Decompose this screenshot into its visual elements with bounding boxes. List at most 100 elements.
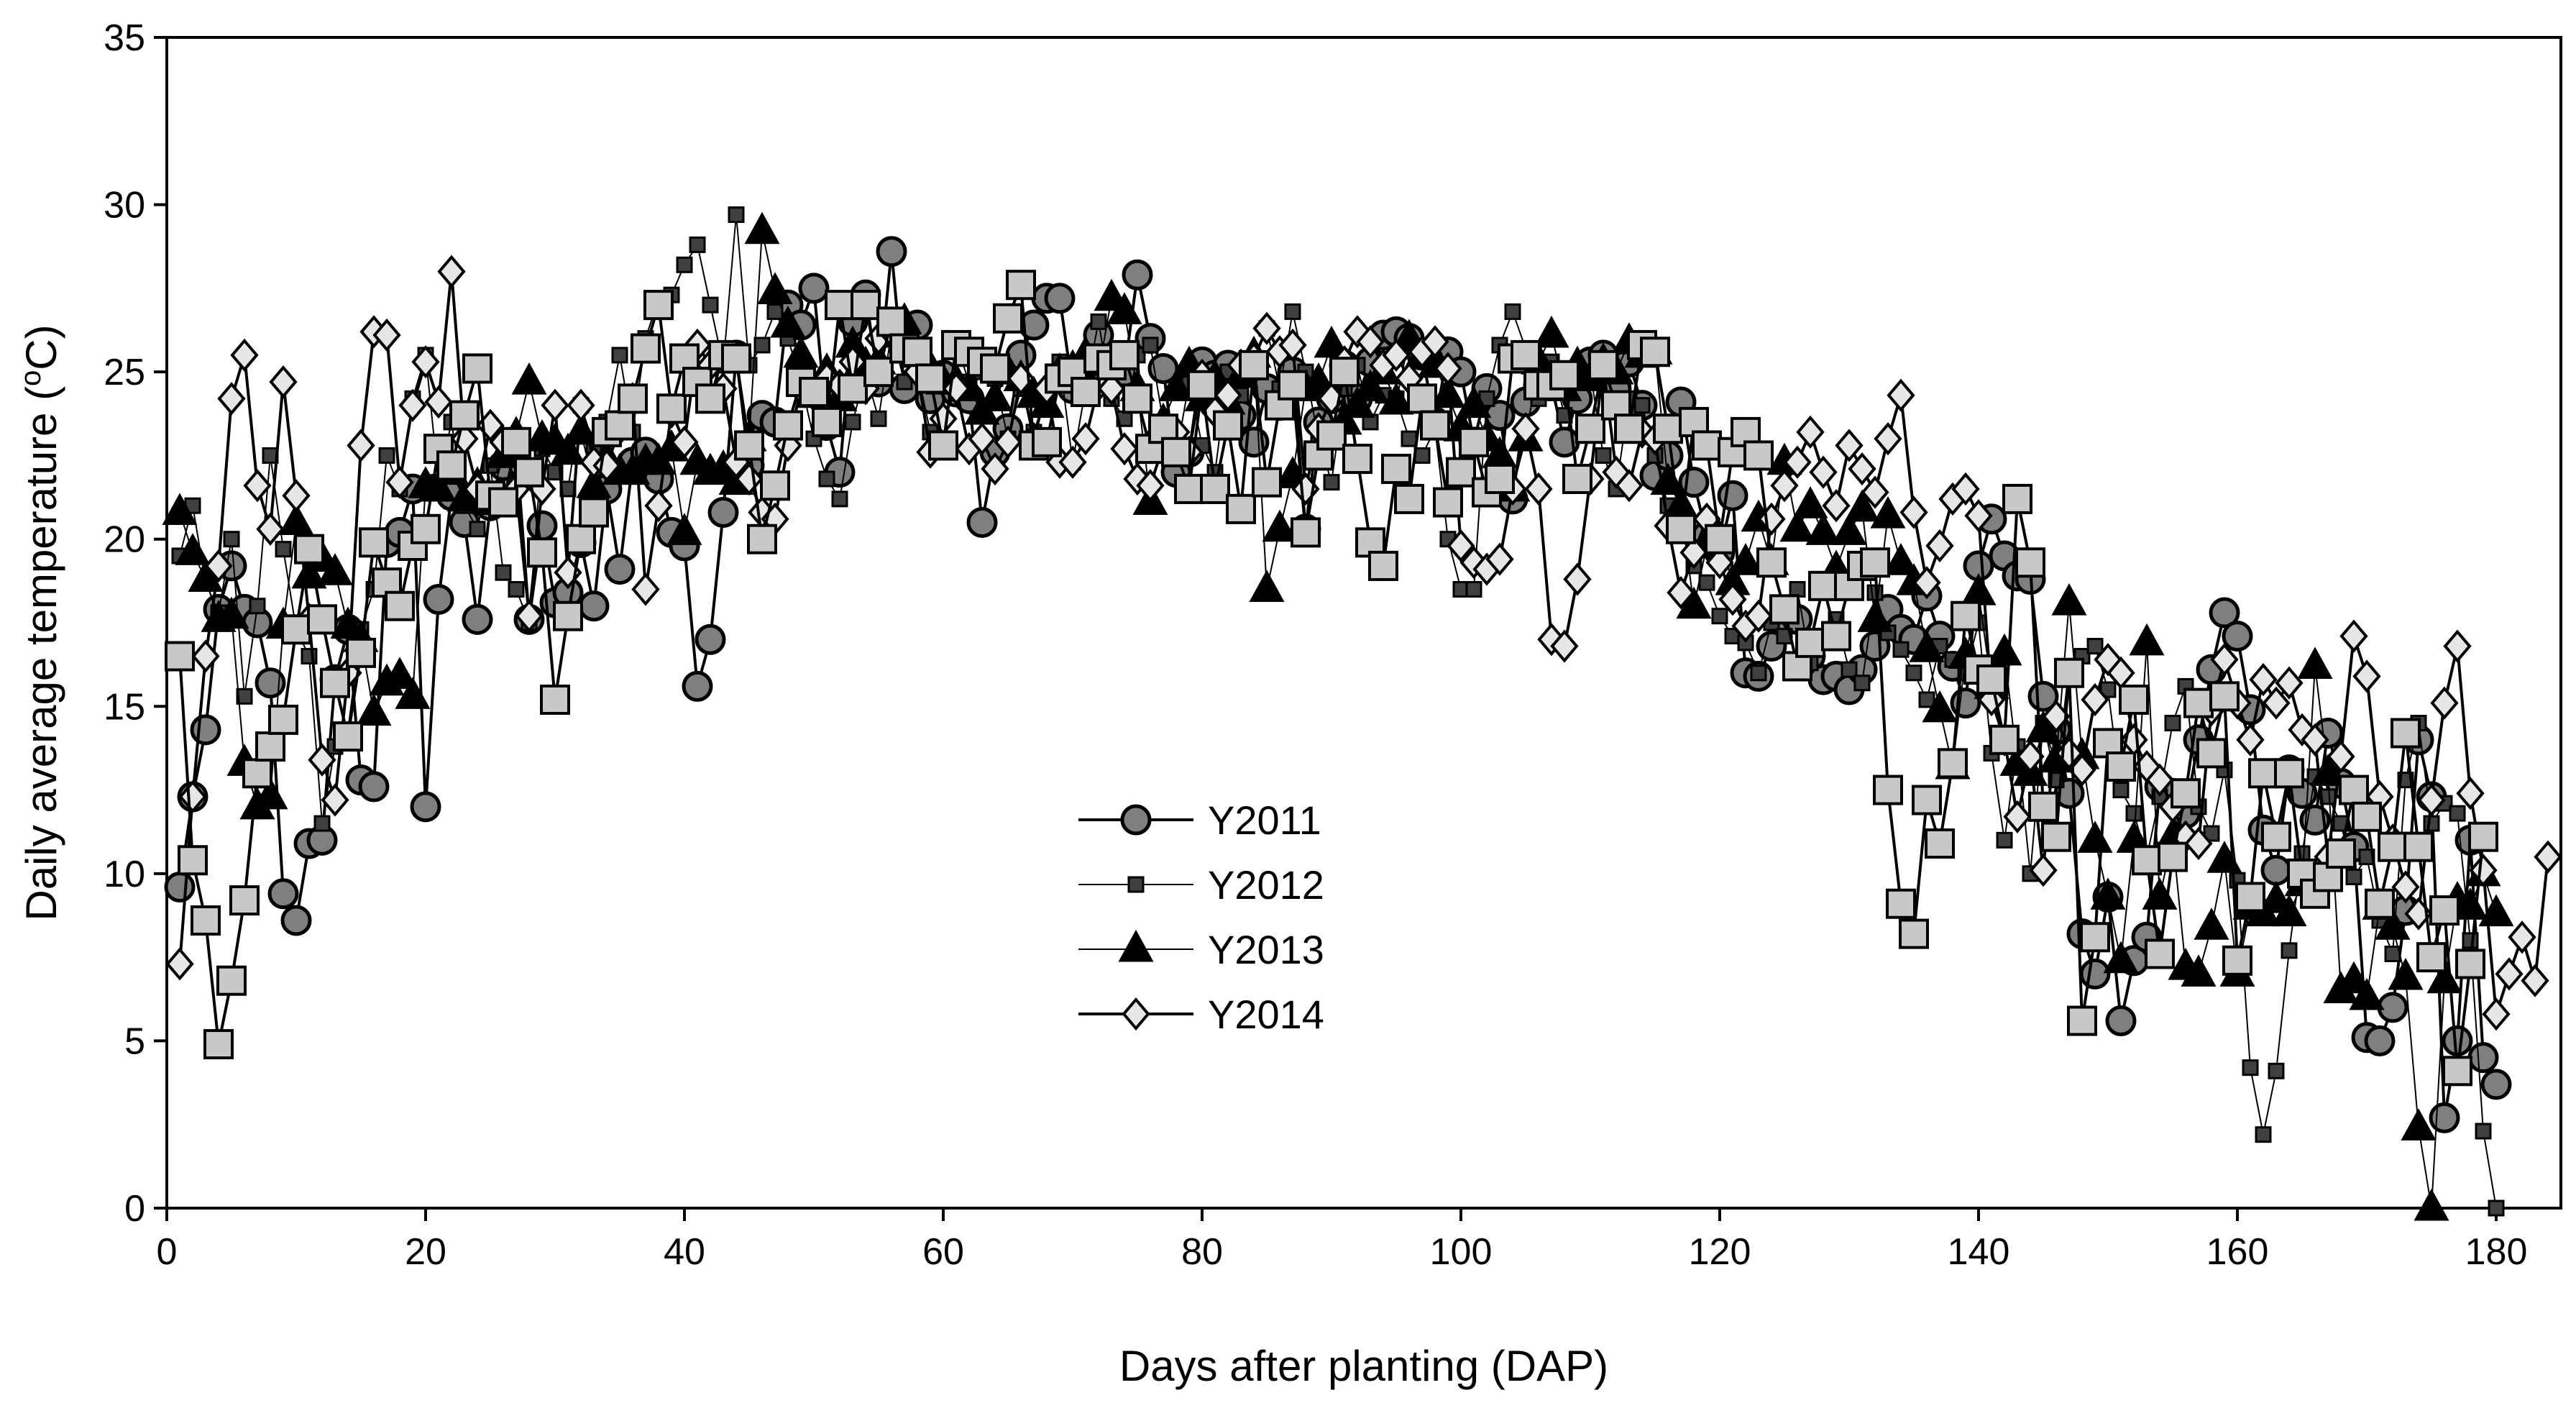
data-point [1044, 283, 1076, 314]
data-point [411, 345, 440, 379]
data-point [1158, 369, 1194, 401]
data-point [2112, 782, 2130, 799]
data-point [2261, 821, 2291, 852]
data-point [2391, 870, 2420, 904]
data-point [2378, 831, 2408, 862]
data-point [308, 743, 336, 777]
y-tick-label: 25 [104, 352, 145, 393]
legend-item-y2014: Y2014 [1078, 992, 1324, 1037]
y-axis-title-superscript: o [15, 370, 47, 386]
data-point [1857, 600, 1893, 632]
data-point [1961, 573, 1997, 605]
data-point [744, 211, 780, 245]
data-point [770, 305, 806, 338]
data-point [2016, 739, 2045, 774]
data-point [501, 426, 531, 457]
data-point [2171, 778, 2201, 809]
data-point [488, 487, 518, 518]
data-point [1996, 831, 2013, 849]
data-point [1314, 325, 1349, 358]
data-point [267, 878, 299, 910]
data-point [203, 1029, 234, 1060]
data-point [526, 510, 558, 541]
data-point [567, 388, 595, 422]
data-point [576, 466, 612, 498]
data-point [252, 777, 288, 810]
data-point [695, 383, 725, 414]
data-point [980, 353, 1010, 384]
data-point [1434, 352, 1462, 385]
data-point [469, 521, 486, 538]
data-point [670, 425, 699, 459]
data-point [1142, 337, 1159, 354]
data-point [1343, 315, 1372, 349]
data-point [2222, 621, 2253, 652]
data-point [1705, 546, 1734, 580]
data-point [2249, 662, 2278, 697]
data-point [1420, 410, 1450, 441]
data-point [2196, 738, 2227, 769]
data-point [1110, 432, 1139, 466]
data-point [2480, 1069, 2512, 1100]
data-point [2129, 623, 2165, 656]
data-point [398, 388, 427, 422]
data-point [631, 333, 661, 364]
data-point [2003, 800, 2032, 833]
data-point [2534, 840, 2562, 874]
data-point [1278, 328, 1307, 362]
data-point [2442, 1056, 2472, 1087]
data-point [1352, 369, 1388, 401]
data-point [1883, 543, 1919, 575]
data-point [2423, 815, 2440, 832]
data-point [282, 479, 311, 513]
data-point [757, 272, 793, 305]
data-point [2339, 774, 2369, 805]
data-point [281, 614, 311, 645]
data-point [1899, 495, 1928, 529]
x-tick-label: 40 [664, 1231, 705, 1273]
data-point [1779, 509, 1815, 542]
data-point [689, 236, 706, 253]
data-point [2029, 854, 2058, 887]
data-point [1925, 529, 1954, 563]
y-tick-label: 0 [124, 1188, 145, 1230]
data-point [695, 623, 726, 655]
legend-item-y2012: Y2012 [1078, 862, 1324, 908]
data-point [1640, 337, 1670, 367]
data-point [1368, 550, 1398, 581]
data-point [2429, 1102, 2460, 1133]
data-point [1964, 499, 1993, 533]
data-point [317, 553, 353, 585]
data-point [236, 687, 253, 705]
data-point [1822, 489, 1851, 523]
data-point [2260, 854, 2292, 886]
data-point [1844, 489, 1880, 522]
data-point [2352, 801, 2382, 832]
y-tick-label: 10 [104, 854, 145, 895]
x-tick-label: 100 [1430, 1231, 1493, 1273]
data-point [1394, 483, 1424, 514]
data-point [2015, 547, 2045, 578]
data-point [2002, 483, 2032, 514]
data-point [902, 337, 932, 367]
data-point [1413, 447, 1431, 464]
data-point [515, 599, 544, 633]
data-point [2242, 1059, 2259, 1077]
data-point [2209, 597, 2240, 629]
data-point [2028, 791, 2058, 822]
data-point [2255, 1126, 2272, 1143]
data-point [1226, 493, 1256, 524]
data-point [851, 290, 881, 321]
data-point [514, 457, 544, 488]
data-point [2469, 854, 2498, 887]
data-point [2281, 942, 2298, 959]
data-point [1989, 724, 2020, 755]
data-point [1447, 529, 1475, 563]
x-axis-title: Days after planting (DAP) [1119, 1342, 1608, 1390]
data-point [2377, 992, 2408, 1023]
data-point [1187, 370, 1217, 401]
data-point [1563, 562, 1592, 596]
data-point [1381, 454, 1411, 485]
data-point [2488, 1199, 2505, 1217]
